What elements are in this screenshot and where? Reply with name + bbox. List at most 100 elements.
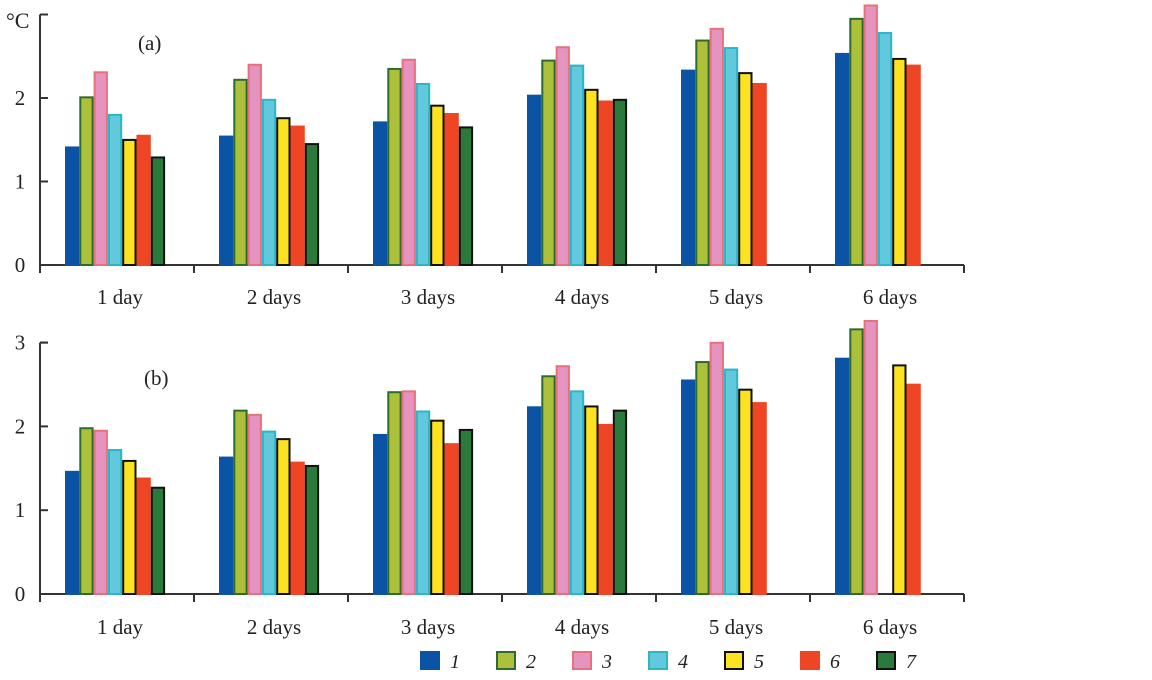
panel-label: (a) [138,31,161,55]
bar-series-6 [598,100,613,266]
y-tick-label: 0 [15,253,26,277]
legend-label: 7 [906,651,917,673]
bar-series-1 [65,470,80,595]
bar-series-6 [906,64,921,266]
bar-series-5 [892,57,907,266]
bar-series-2 [849,17,864,267]
bar-series-6 [136,477,151,596]
bar-series-2 [695,39,710,266]
bar-series-4 [107,113,123,266]
bar-series-7 [304,464,320,595]
bar-series-7 [150,156,166,266]
bar-series-7 [612,98,628,266]
y-tick-label: 1 [15,170,26,194]
bar-series-1 [681,69,696,266]
bar-series-3 [555,365,570,596]
legend-swatch [496,651,516,670]
bar-series-5 [738,388,753,595]
bar-series-4 [723,47,739,266]
bar-series-2 [541,59,556,267]
bar-series-6 [290,461,305,596]
bar-series-6 [444,443,459,595]
legend-label: 3 [601,651,612,673]
bar-series-6 [290,125,305,267]
bar-series-3 [709,27,724,266]
bar-series-2 [233,409,248,596]
y-tick-label: 2 [15,414,26,438]
bar-series-4 [569,64,585,266]
bar-series-2 [79,427,94,595]
legend-swatch [420,651,440,670]
bar-series-6 [444,113,459,266]
bar-series-3 [863,319,878,595]
bar-series-4 [415,410,431,595]
bar-series-3 [247,63,262,266]
bar-series-4 [415,82,431,266]
x-tick-label: 6 days [863,615,917,639]
bar-series-4 [723,368,739,595]
y-tick-label: 3 [15,331,26,355]
bar-series-4 [569,390,585,595]
bar-series-7 [612,409,628,596]
y-tick-label: 2 [15,86,26,110]
bar-series-1 [835,357,850,595]
bar-series-2 [387,391,402,596]
panel-label: (b) [144,366,169,390]
x-tick-label: 1 day [97,615,144,639]
bar-series-4 [261,430,277,595]
x-tick-label: 5 days [709,285,763,309]
bar-series-6 [752,82,767,266]
bar-series-1 [373,121,388,266]
legend-swatch [724,651,744,670]
bar-series-1 [835,52,850,266]
bar-series-2 [541,375,556,596]
bar-series-1 [219,135,234,266]
x-tick-label: 4 days [555,615,609,639]
bar-series-5 [430,104,445,267]
bar-series-5 [584,405,599,596]
bar-series-6 [598,423,613,595]
bar-series-1 [527,406,542,595]
bar-series-5 [738,72,753,266]
x-tick-label: 2 days [247,285,301,309]
bar-series-6 [136,134,151,266]
bar-series-6 [752,402,767,595]
bar-series-3 [247,413,262,595]
legend-swatch [648,651,668,670]
y-unit-label: °C [6,8,29,33]
bar-series-3 [93,71,108,266]
bar-series-1 [373,433,388,595]
x-tick-label: 6 days [863,285,917,309]
bar-series-7 [458,428,474,595]
bar-series-7 [458,126,474,266]
bar-series-2 [695,361,710,596]
legend-label: 2 [526,651,536,673]
x-tick-label: 5 days [709,615,763,639]
y-tick-label: 1 [15,498,26,522]
bar-series-4 [261,98,277,266]
x-tick-label: 1 day [97,285,144,309]
bar-series-3 [863,4,878,266]
bar-series-5 [122,138,137,266]
x-tick-label: 3 days [401,615,455,639]
bar-series-3 [93,429,108,596]
legend-label: 5 [754,651,764,673]
bar-series-2 [79,96,94,266]
bar-series-4 [877,32,893,266]
legend-swatch [876,651,896,670]
legend-label: 6 [830,651,840,673]
x-tick-label: 2 days [247,615,301,639]
bar-series-5 [892,364,907,595]
legend-swatch [800,651,820,670]
legend-label: 1 [450,651,460,673]
bar-series-3 [401,58,416,266]
bar-series-5 [122,459,137,596]
bar-series-1 [219,456,234,595]
bar-series-4 [107,449,123,595]
bar-series-5 [276,438,291,595]
bar-series-7 [150,486,166,595]
bar-series-5 [276,117,291,266]
bar-series-1 [681,379,696,595]
y-tick-label: 0 [15,582,26,606]
